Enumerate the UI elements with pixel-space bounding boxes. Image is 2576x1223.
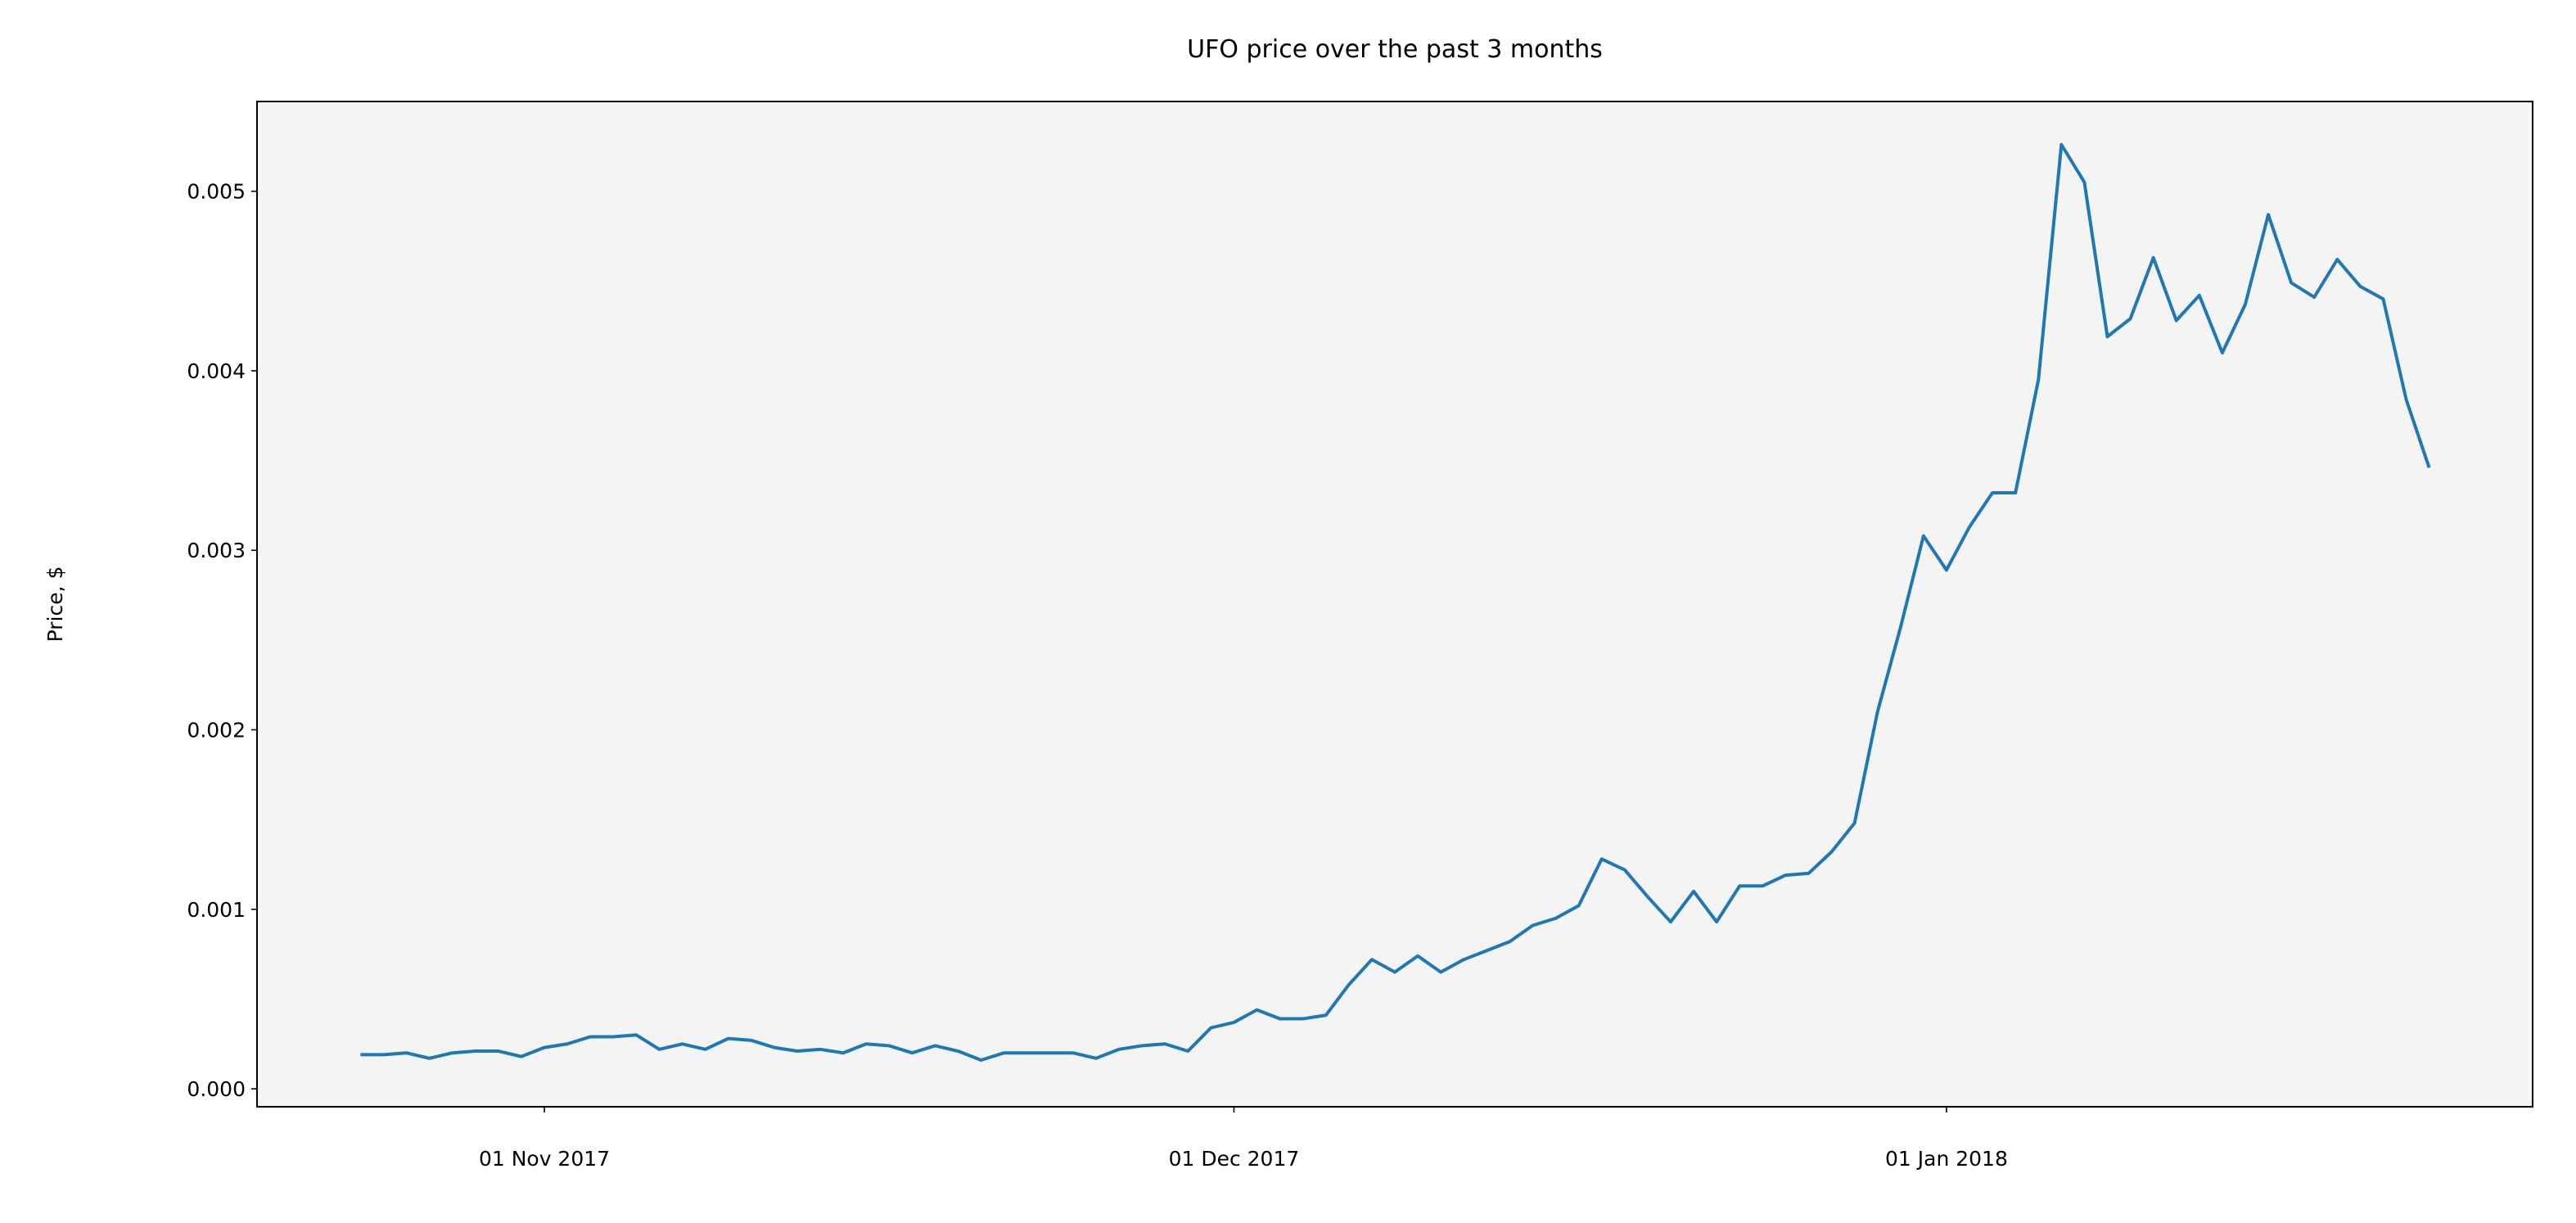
y-tick-label: 0.000 [187,1077,246,1101]
plot-area [257,102,2533,1107]
x-tick-label: 01 Jan 2018 [1885,1147,2008,1171]
y-tick-label: 0.004 [187,359,246,383]
y-axis-label: Price, $ [43,566,67,643]
y-tick-label: 0.005 [187,180,246,204]
y-tick-label: 0.002 [187,719,246,742]
price-line [360,142,2431,1062]
x-tick-label: 01 Nov 2017 [479,1147,610,1171]
y-tick-label: 0.001 [187,898,246,922]
y-tick-label: 0.003 [187,539,246,562]
chart-title: UFO price over the past 3 months [1187,35,1603,64]
plot-frame [256,101,2533,1108]
x-tick-label: 01 Dec 2017 [1169,1147,1300,1171]
